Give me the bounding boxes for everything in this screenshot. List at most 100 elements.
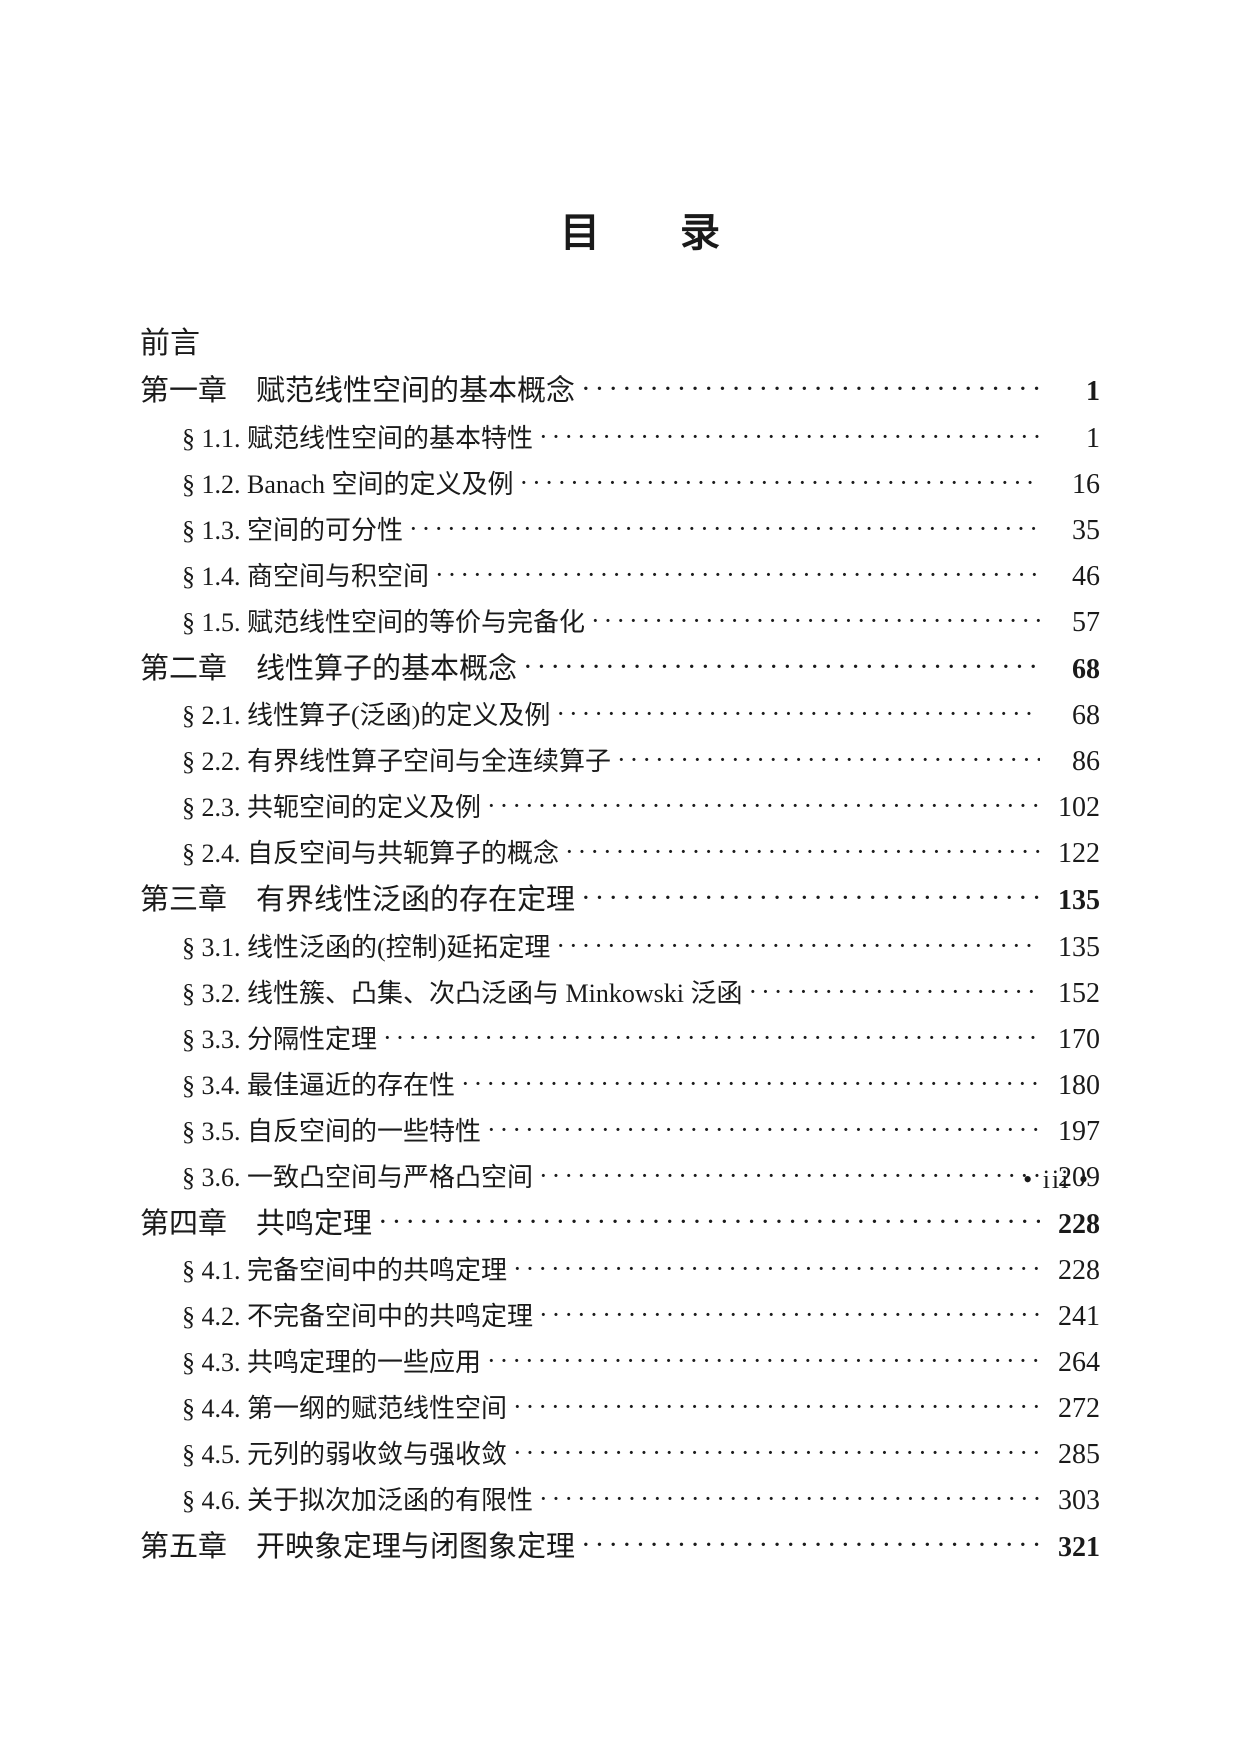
toc-entry-page: 68 <box>1040 649 1100 691</box>
toc-entry-label: § 2.4. 自反空间与共轭算子的概念 <box>182 834 559 873</box>
toc-entry-page: 303 <box>1040 1480 1100 1522</box>
toc-section-line: § 4.5. 元列的弱收敛与强收敛 285 <box>140 1434 1100 1476</box>
toc-entry-label: § 1.5. 赋范线性空间的等价与完备化 <box>182 603 585 642</box>
toc-container: 第一章 赋范线性空间的基本概念1§ 1.1. 赋范线性空间的基本特性1§ 1.2… <box>140 370 1100 1570</box>
toc-leader-dots <box>575 368 1040 412</box>
toc-entry-page: 46 <box>1040 556 1100 598</box>
toc-entry-label: § 4.4. 第一纲的赋范线性空间 <box>182 1389 507 1428</box>
toc-leader-dots <box>550 926 1040 965</box>
toc-entry-label: § 1.2. Banach 空间的定义及例 <box>182 465 513 504</box>
toc-entry-page: 228 <box>1040 1204 1100 1246</box>
toc-entry-page: 170 <box>1040 1019 1100 1061</box>
toc-entry-page: 228 <box>1040 1250 1100 1292</box>
toc-leader-dots <box>517 646 1040 690</box>
toc-entry-page: 241 <box>1040 1296 1100 1338</box>
toc-entry-label: § 3.2. 线性簇、凸集、次凸泛函与 Minkowski 泛函 <box>182 974 742 1013</box>
toc-entry-page: 68 <box>1040 695 1100 737</box>
toc-section-line: § 2.3. 共轭空间的定义及例 102 <box>140 787 1100 829</box>
page-number-footer: • iii • <box>1023 1165 1090 1195</box>
toc-section-line: § 2.2. 有界线性算子空间与全连续算子 86 <box>140 741 1100 783</box>
toc-section-line: § 1.1. 赋范线性空间的基本特性 1 <box>140 418 1100 460</box>
toc-entry-page: 1 <box>1040 418 1100 460</box>
toc-entry-page: 35 <box>1040 510 1100 552</box>
toc-chapter-line: 第一章 赋范线性空间的基本概念 1 <box>140 370 1100 414</box>
toc-section-line: § 4.2. 不完备空间中的共鸣定理 241 <box>140 1296 1100 1338</box>
toc-entry-label: § 3.3. 分隔性定理 <box>182 1020 377 1059</box>
toc-leader-dots <box>533 417 1040 456</box>
toc-entry-label: § 4.6. 关于拟次加泛函的有限性 <box>182 1481 533 1520</box>
toc-chapter-line: 第二章 线性算子的基本概念 68 <box>140 648 1100 692</box>
toc-entry-label: § 1.4. 商空间与积空间 <box>182 557 429 596</box>
page-title: 目录 <box>140 200 1100 258</box>
toc-entry-page: 86 <box>1040 741 1100 783</box>
toc-entry-label: § 1.3. 空间的可分性 <box>182 511 403 550</box>
toc-leader-dots <box>533 1295 1040 1334</box>
toc-entry-page: 135 <box>1040 927 1100 969</box>
toc-entry-page: 122 <box>1040 833 1100 875</box>
toc-leader-dots <box>585 601 1040 640</box>
toc-section-line: § 4.4. 第一纲的赋范线性空间 272 <box>140 1388 1100 1430</box>
toc-section-line: § 3.2. 线性簇、凸集、次凸泛函与 Minkowski 泛函152 <box>140 973 1100 1015</box>
toc-leader-dots <box>575 877 1040 921</box>
toc-section-line: § 1.2. Banach 空间的定义及例16 <box>140 464 1100 506</box>
toc-leader-dots <box>481 786 1040 825</box>
toc-section-line: § 2.4. 自反空间与共轭算子的概念 122 <box>140 833 1100 875</box>
toc-entry-page: 197 <box>1040 1111 1100 1153</box>
toc-leader-dots <box>533 1156 1040 1195</box>
toc-section-line: § 3.3. 分隔性定理 170 <box>140 1019 1100 1061</box>
toc-entry-label: § 4.5. 元列的弱收敛与强收敛 <box>182 1435 507 1474</box>
toc-leader-dots <box>507 1249 1040 1288</box>
toc-page: 目录 前言 第一章 赋范线性空间的基本概念1§ 1.1. 赋范线性空间的基本特性… <box>0 0 1240 1634</box>
toc-entry-label: 第一章 赋范线性空间的基本概念 <box>140 370 575 414</box>
toc-section-line: § 1.3. 空间的可分性 35 <box>140 510 1100 552</box>
toc-leader-dots <box>611 740 1040 779</box>
toc-entry-page: 135 <box>1040 880 1100 922</box>
toc-entry-label: 第五章 开映象定理与闭图象定理 <box>140 1526 575 1570</box>
toc-entry-label: § 4.3. 共鸣定理的一些应用 <box>182 1343 481 1382</box>
toc-entry-page: 1 <box>1040 371 1100 413</box>
toc-entry-page: 264 <box>1040 1342 1100 1384</box>
toc-entry-label: § 4.2. 不完备空间中的共鸣定理 <box>182 1297 533 1336</box>
toc-section-line: § 4.6. 关于拟次加泛函的有限性 303 <box>140 1480 1100 1522</box>
toc-entry-label: § 1.1. 赋范线性空间的基本特性 <box>182 419 533 458</box>
toc-leader-dots <box>481 1341 1040 1380</box>
toc-leader-dots <box>429 555 1040 594</box>
toc-chapter-line: 第五章 开映象定理与闭图象定理 321 <box>140 1526 1100 1570</box>
toc-entry-label: 第二章 线性算子的基本概念 <box>140 648 517 692</box>
toc-section-line: § 3.5. 自反空间的一些特性 197 <box>140 1111 1100 1153</box>
toc-entry-label: § 3.4. 最佳逼近的存在性 <box>182 1066 455 1105</box>
toc-entry-page: 57 <box>1040 602 1100 644</box>
toc-entry-label: § 2.2. 有界线性算子空间与全连续算子 <box>182 742 611 781</box>
toc-entry-label: § 4.1. 完备空间中的共鸣定理 <box>182 1251 507 1290</box>
toc-section-line: § 4.3. 共鸣定理的一些应用 264 <box>140 1342 1100 1384</box>
toc-entry-label: § 3.1. 线性泛函的(控制)延拓定理 <box>182 928 550 967</box>
toc-section-line: § 1.4. 商空间与积空间 46 <box>140 556 1100 598</box>
toc-section-line: § 1.5. 赋范线性空间的等价与完备化 57 <box>140 602 1100 644</box>
toc-leader-dots <box>550 694 1040 733</box>
toc-entry-page: 285 <box>1040 1434 1100 1476</box>
toc-chapter-line: 第三章 有界线性泛函的存在定理 135 <box>140 879 1100 923</box>
toc-section-line: § 2.1. 线性算子(泛函)的定义及例 68 <box>140 695 1100 737</box>
toc-leader-dots <box>507 1387 1040 1426</box>
toc-entry-page: 272 <box>1040 1388 1100 1430</box>
toc-leader-dots <box>533 1479 1040 1518</box>
toc-leader-dots <box>455 1064 1040 1103</box>
toc-entry-page: 321 <box>1040 1527 1100 1569</box>
toc-leader-dots <box>507 1433 1040 1472</box>
toc-entry-page: 180 <box>1040 1065 1100 1107</box>
toc-entry-label: § 3.6. 一致凸空间与严格凸空间 <box>182 1158 533 1197</box>
toc-leader-dots <box>559 832 1040 871</box>
toc-entry-label: § 3.5. 自反空间的一些特性 <box>182 1112 481 1151</box>
toc-entry-label: § 2.1. 线性算子(泛函)的定义及例 <box>182 696 550 735</box>
toc-chapter-line: 第四章 共鸣定理 228 <box>140 1203 1100 1247</box>
toc-section-line: § 3.1. 线性泛函的(控制)延拓定理 135 <box>140 927 1100 969</box>
toc-section-line: § 3.6. 一致凸空间与严格凸空间209 <box>140 1157 1100 1199</box>
toc-leader-dots <box>403 509 1040 548</box>
toc-leader-dots <box>481 1110 1040 1149</box>
toc-entry-label: 第三章 有界线性泛函的存在定理 <box>140 879 575 923</box>
toc-entry-label: 第四章 共鸣定理 <box>140 1203 372 1247</box>
toc-entry-page: 102 <box>1040 787 1100 829</box>
toc-entry-label: § 2.3. 共轭空间的定义及例 <box>182 788 481 827</box>
toc-leader-dots <box>377 1018 1040 1057</box>
toc-leader-dots <box>513 463 1040 502</box>
